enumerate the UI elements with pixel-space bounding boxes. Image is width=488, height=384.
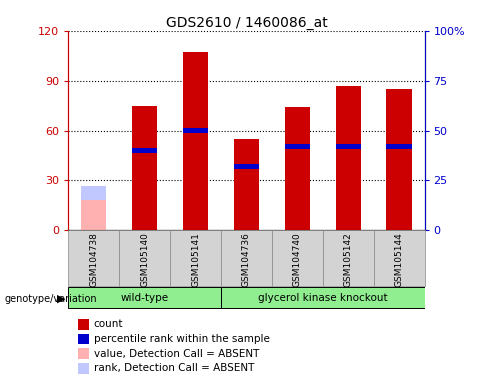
Bar bbox=[336, 144, 361, 149]
Text: GSM105140: GSM105140 bbox=[140, 232, 149, 287]
Bar bbox=[272, 230, 323, 286]
Bar bbox=[285, 144, 310, 149]
Text: GSM105144: GSM105144 bbox=[395, 232, 404, 287]
Bar bbox=[132, 149, 157, 152]
Text: GSM104738: GSM104738 bbox=[89, 232, 98, 287]
Text: count: count bbox=[94, 319, 123, 329]
Text: rank, Detection Call = ABSENT: rank, Detection Call = ABSENT bbox=[94, 363, 254, 373]
Text: GSM105142: GSM105142 bbox=[344, 232, 353, 287]
Bar bbox=[221, 230, 272, 286]
Text: percentile rank within the sample: percentile rank within the sample bbox=[94, 334, 269, 344]
Bar bbox=[119, 230, 170, 286]
Bar bbox=[183, 52, 208, 230]
Bar bbox=[374, 230, 425, 286]
Bar bbox=[170, 230, 221, 286]
Bar bbox=[386, 89, 412, 230]
Bar bbox=[183, 129, 208, 132]
Text: wild-type: wild-type bbox=[121, 293, 169, 303]
Text: value, Detection Call = ABSENT: value, Detection Call = ABSENT bbox=[94, 349, 259, 359]
Bar bbox=[323, 230, 374, 286]
Bar bbox=[132, 106, 157, 230]
Text: GSM105141: GSM105141 bbox=[191, 232, 200, 287]
Bar bbox=[68, 230, 119, 286]
Bar bbox=[68, 287, 221, 308]
Text: glycerol kinase knockout: glycerol kinase knockout bbox=[258, 293, 387, 303]
Bar bbox=[234, 164, 259, 169]
Bar bbox=[81, 200, 106, 230]
Bar bbox=[336, 86, 361, 230]
Bar bbox=[81, 187, 106, 230]
Bar bbox=[285, 107, 310, 230]
Text: genotype/variation: genotype/variation bbox=[5, 294, 98, 304]
Text: ▶: ▶ bbox=[57, 294, 65, 304]
Bar bbox=[234, 139, 259, 230]
Title: GDS2610 / 1460086_at: GDS2610 / 1460086_at bbox=[165, 16, 327, 30]
Bar bbox=[221, 287, 425, 308]
Text: GSM104736: GSM104736 bbox=[242, 232, 251, 287]
Text: GSM104740: GSM104740 bbox=[293, 232, 302, 287]
Bar bbox=[386, 144, 412, 149]
